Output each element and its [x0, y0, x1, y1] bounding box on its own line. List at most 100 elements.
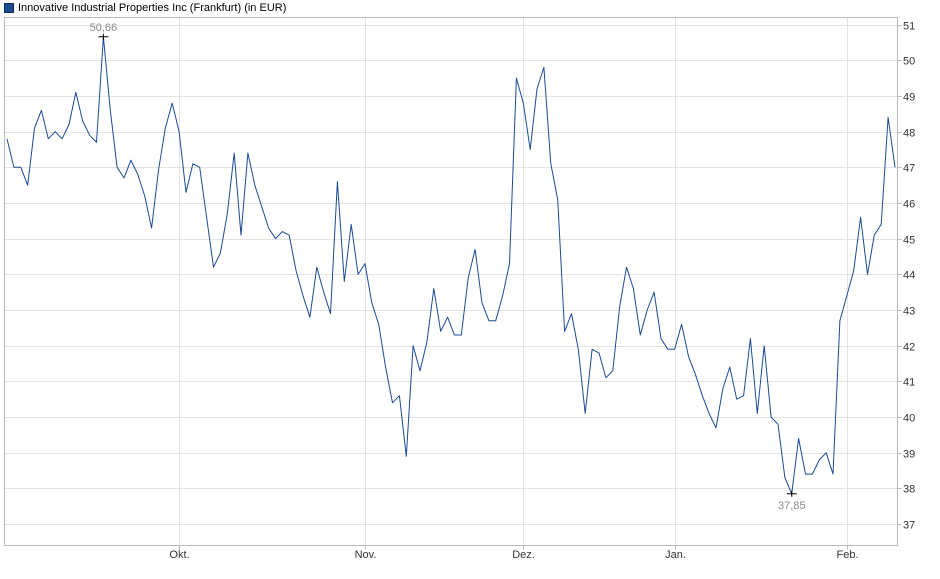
y-tick-label: 45: [903, 235, 915, 247]
x-tick-label: Okt.: [169, 549, 189, 561]
data-point: [880, 223, 883, 226]
data-point: [198, 166, 201, 169]
y-tick-label: 47: [903, 163, 915, 175]
data-point: [494, 319, 497, 322]
data-point: [584, 412, 587, 415]
y-tick-label: 37: [903, 520, 915, 532]
x-tick-label: Dez.: [512, 549, 535, 561]
y-tick-label: 38: [903, 484, 915, 496]
data-point: [453, 334, 456, 337]
data-point: [171, 102, 174, 105]
data-point: [536, 87, 539, 90]
data-point: [618, 305, 621, 308]
data-point: [474, 248, 477, 251]
data-point: [735, 398, 738, 401]
data-point: [129, 159, 132, 162]
data-point: [887, 116, 890, 119]
data-point: [715, 426, 718, 429]
y-tick-label: 41: [903, 377, 915, 389]
data-point: [832, 473, 835, 476]
data-point: [756, 412, 759, 415]
data-point: [26, 184, 29, 187]
data-point: [439, 330, 442, 333]
annotations: 50,66 37,85: [90, 22, 806, 512]
data-point: [749, 337, 752, 340]
data-point: [336, 180, 339, 183]
data-point: [164, 127, 167, 130]
x-axis-ticks: Okt.Nov.Dez.Jan.Feb.März: [169, 545, 859, 561]
data-point: [233, 152, 236, 155]
data-point: [12, 166, 15, 169]
grid: [4, 17, 898, 546]
data-point: [260, 205, 263, 208]
y-tick-label: 49: [903, 92, 915, 104]
y-tick-label: 48: [903, 128, 915, 140]
data-point: [54, 130, 57, 133]
data-point: [625, 266, 628, 269]
y-axis-ticks: 37 38 39 40 41 42 43 44 45 46 47 48 49 50 51: [897, 21, 915, 532]
data-point: [150, 227, 153, 230]
y-tick-label: 50: [903, 56, 915, 68]
data-point: [838, 319, 841, 322]
data-point: [694, 373, 697, 376]
data-point: [570, 312, 573, 315]
data-point: [556, 198, 559, 201]
data-point: [295, 269, 298, 272]
data-point: [549, 162, 552, 165]
data-point: [632, 287, 635, 290]
data-point: [370, 301, 373, 304]
data-point: [136, 173, 139, 176]
data-point: [391, 401, 394, 404]
data-point: [288, 234, 291, 237]
data-point: [859, 216, 862, 219]
data-point: [212, 266, 215, 269]
data-point: [274, 237, 277, 240]
data-point: [308, 316, 311, 319]
data-point: [95, 141, 98, 144]
x-tick-label: Feb.: [836, 549, 858, 561]
data-point: [673, 348, 676, 351]
data-point: [660, 337, 663, 340]
data-point: [804, 473, 807, 476]
data-point: [329, 312, 332, 315]
data-point: [481, 301, 484, 304]
data-point: [639, 334, 642, 337]
data-point: [446, 316, 449, 319]
legend-swatch: [4, 3, 14, 13]
data-point: [653, 291, 656, 294]
plot-frame: [4, 17, 898, 546]
data-point: [88, 134, 91, 137]
data-point: [721, 387, 724, 390]
data-point: [185, 191, 188, 194]
data-point: [611, 369, 614, 372]
data-point: [357, 273, 360, 276]
data-point: [866, 273, 869, 276]
data-point: [873, 234, 876, 237]
data-point: [419, 369, 422, 372]
data-point: [315, 266, 318, 269]
data-point: [246, 152, 249, 155]
data-point: [508, 262, 511, 265]
data-point: [604, 376, 607, 379]
y-tick-label: 44: [903, 270, 915, 282]
data-point: [577, 348, 580, 351]
x-tick-label: Jan.: [665, 549, 686, 561]
data-point: [143, 194, 146, 197]
y-tick-label: 42: [903, 342, 915, 354]
data-point: [123, 177, 126, 180]
data-point: [109, 109, 112, 112]
data-point: [81, 120, 84, 123]
series-layer: [6, 36, 896, 495]
chart-legend: Innovative Industrial Properties Inc (Fr…: [4, 1, 286, 15]
data-point: [19, 166, 22, 169]
data-point: [770, 416, 773, 419]
data-point: [412, 344, 415, 347]
y-tick-label: 39: [903, 449, 915, 461]
data-point: [116, 166, 119, 169]
data-point: [178, 130, 181, 133]
data-point: [845, 294, 848, 297]
y-tick-label: 46: [903, 199, 915, 211]
data-point: [219, 252, 222, 255]
data-point: [157, 169, 160, 172]
